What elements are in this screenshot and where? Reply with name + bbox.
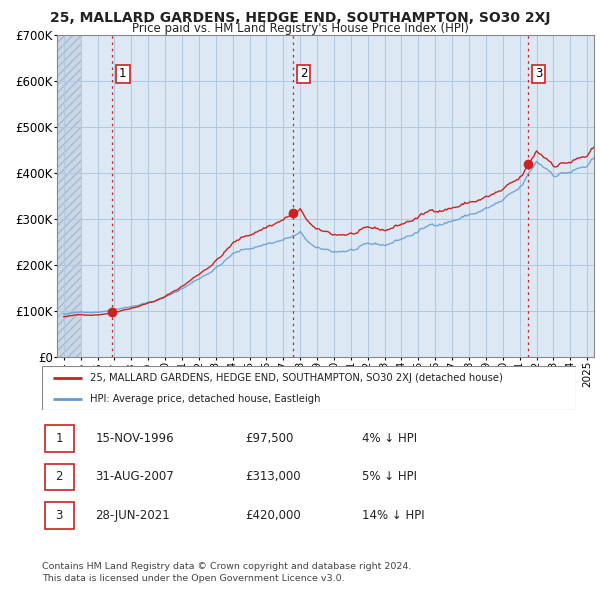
Text: 1: 1 (119, 67, 127, 80)
Text: 28-JUN-2021: 28-JUN-2021 (95, 509, 170, 522)
Text: 14% ↓ HPI: 14% ↓ HPI (362, 509, 425, 522)
Text: £97,500: £97,500 (245, 432, 293, 445)
Text: £313,000: £313,000 (245, 470, 301, 483)
Text: 2: 2 (56, 470, 63, 483)
Text: 1: 1 (56, 432, 63, 445)
Text: Price paid vs. HM Land Registry's House Price Index (HPI): Price paid vs. HM Land Registry's House … (131, 22, 469, 35)
Text: 4% ↓ HPI: 4% ↓ HPI (362, 432, 418, 445)
Text: 3: 3 (56, 509, 63, 522)
Text: 3: 3 (535, 67, 542, 80)
Text: Contains HM Land Registry data © Crown copyright and database right 2024.
This d: Contains HM Land Registry data © Crown c… (42, 562, 412, 583)
Text: £420,000: £420,000 (245, 509, 301, 522)
Text: HPI: Average price, detached house, Eastleigh: HPI: Average price, detached house, East… (90, 394, 320, 404)
Text: 15-NOV-1996: 15-NOV-1996 (95, 432, 174, 445)
Text: 5% ↓ HPI: 5% ↓ HPI (362, 470, 418, 483)
Bar (44, 502, 74, 529)
Text: 31-AUG-2007: 31-AUG-2007 (95, 470, 174, 483)
Bar (44, 464, 74, 490)
Text: 25, MALLARD GARDENS, HEDGE END, SOUTHAMPTON, SO30 2XJ: 25, MALLARD GARDENS, HEDGE END, SOUTHAMP… (50, 11, 550, 25)
Bar (57, 35, 80, 357)
Bar (44, 425, 74, 452)
Text: 2: 2 (300, 67, 307, 80)
Text: 25, MALLARD GARDENS, HEDGE END, SOUTHAMPTON, SO30 2XJ (detached house): 25, MALLARD GARDENS, HEDGE END, SOUTHAMP… (90, 373, 503, 383)
